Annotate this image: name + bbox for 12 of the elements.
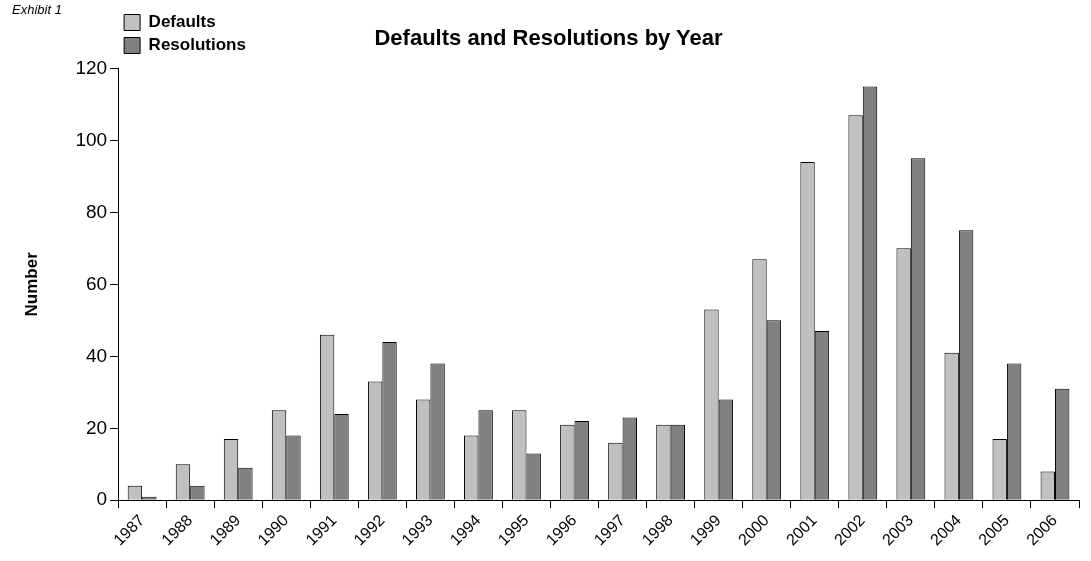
y-tick-label: 20 xyxy=(85,416,108,438)
y-tick-label: 100 xyxy=(75,128,108,150)
y-tick-label: 60 xyxy=(85,272,108,294)
legend-label: Defaults xyxy=(148,12,216,32)
text: Exhibit 1 xyxy=(12,2,62,17)
y-tick-label: 120 xyxy=(75,56,108,78)
legend-label: Resolutions xyxy=(148,35,246,55)
chart-title: Defaults and Resolutions by Year xyxy=(374,25,723,51)
y-tick-label: 40 xyxy=(85,344,108,366)
y-tick-label: 80 xyxy=(85,200,108,222)
y-tick-label: 0 xyxy=(96,488,108,510)
y-axis-title: Number xyxy=(21,251,41,317)
